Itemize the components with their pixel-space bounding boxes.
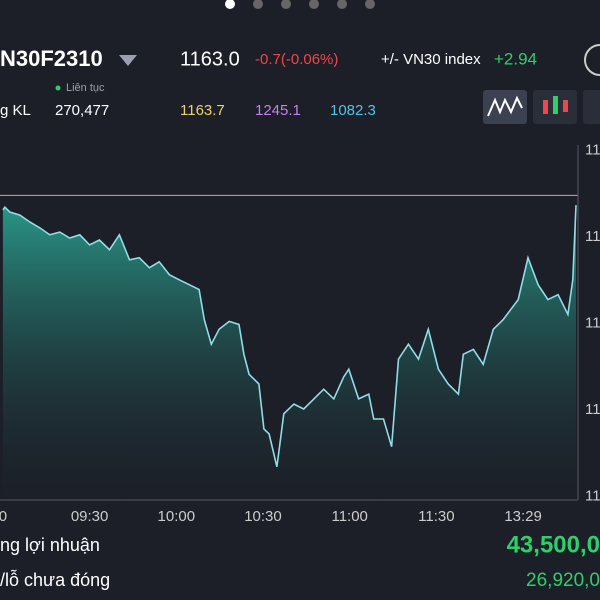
y-tick-label: 11 — [585, 141, 600, 158]
y-tick-label: 11 — [585, 228, 600, 245]
x-tick-label: 0 — [0, 508, 7, 525]
status-dot — [55, 85, 61, 91]
status: Liên tục — [66, 82, 105, 94]
area-fill — [2, 205, 576, 500]
x-tick-label: 10:00 — [158, 508, 196, 525]
unrealized-label: /lỗ chưa đóng — [0, 569, 110, 590]
ceiling: 1245.1 — [255, 102, 301, 119]
dropdown-arrow[interactable] — [119, 55, 137, 66]
symbol[interactable]: N30F2310 — [0, 46, 103, 71]
x-tick-label: 11:00 — [331, 508, 367, 525]
page-dots — [225, 0, 375, 9]
volume: 270,477 — [55, 102, 109, 119]
y-tick-label: 11 — [585, 314, 600, 331]
price: 1163.0 — [180, 48, 240, 70]
volume-label: g KL — [0, 102, 31, 119]
x-tick-label: 11:30 — [418, 508, 454, 525]
interval-button[interactable] — [583, 90, 600, 124]
x-tick-label: 09:30 — [71, 508, 109, 525]
chart: 11 11 11 11 11 0 09:30 10:00 10:30 11:00 11:30 13:2… — [0, 141, 600, 525]
x-tick-label: 13:29 — [504, 508, 542, 525]
y-tick-label: 11 — [585, 488, 600, 505]
profit-label: ng lợi nhuận — [0, 535, 100, 555]
candle-chart-button[interactable] — [533, 90, 577, 124]
x-tick-label: 10:30 — [244, 508, 282, 525]
profit: 43,500,0 — [507, 531, 600, 558]
index-change: +2.94 — [494, 49, 537, 68]
floor: 1082.3 — [330, 102, 376, 119]
unrealized: 26,920,0 — [526, 570, 600, 591]
ref-price: 1163.7 — [180, 102, 225, 119]
settings-icon[interactable] — [584, 44, 600, 76]
line-chart-button[interactable] — [483, 90, 527, 124]
price-line — [2, 205, 577, 467]
change: -0.7(-0.06%) — [255, 51, 338, 68]
y-tick-label: 11 — [585, 401, 600, 418]
index-label: +/- VN30 index — [381, 51, 481, 68]
